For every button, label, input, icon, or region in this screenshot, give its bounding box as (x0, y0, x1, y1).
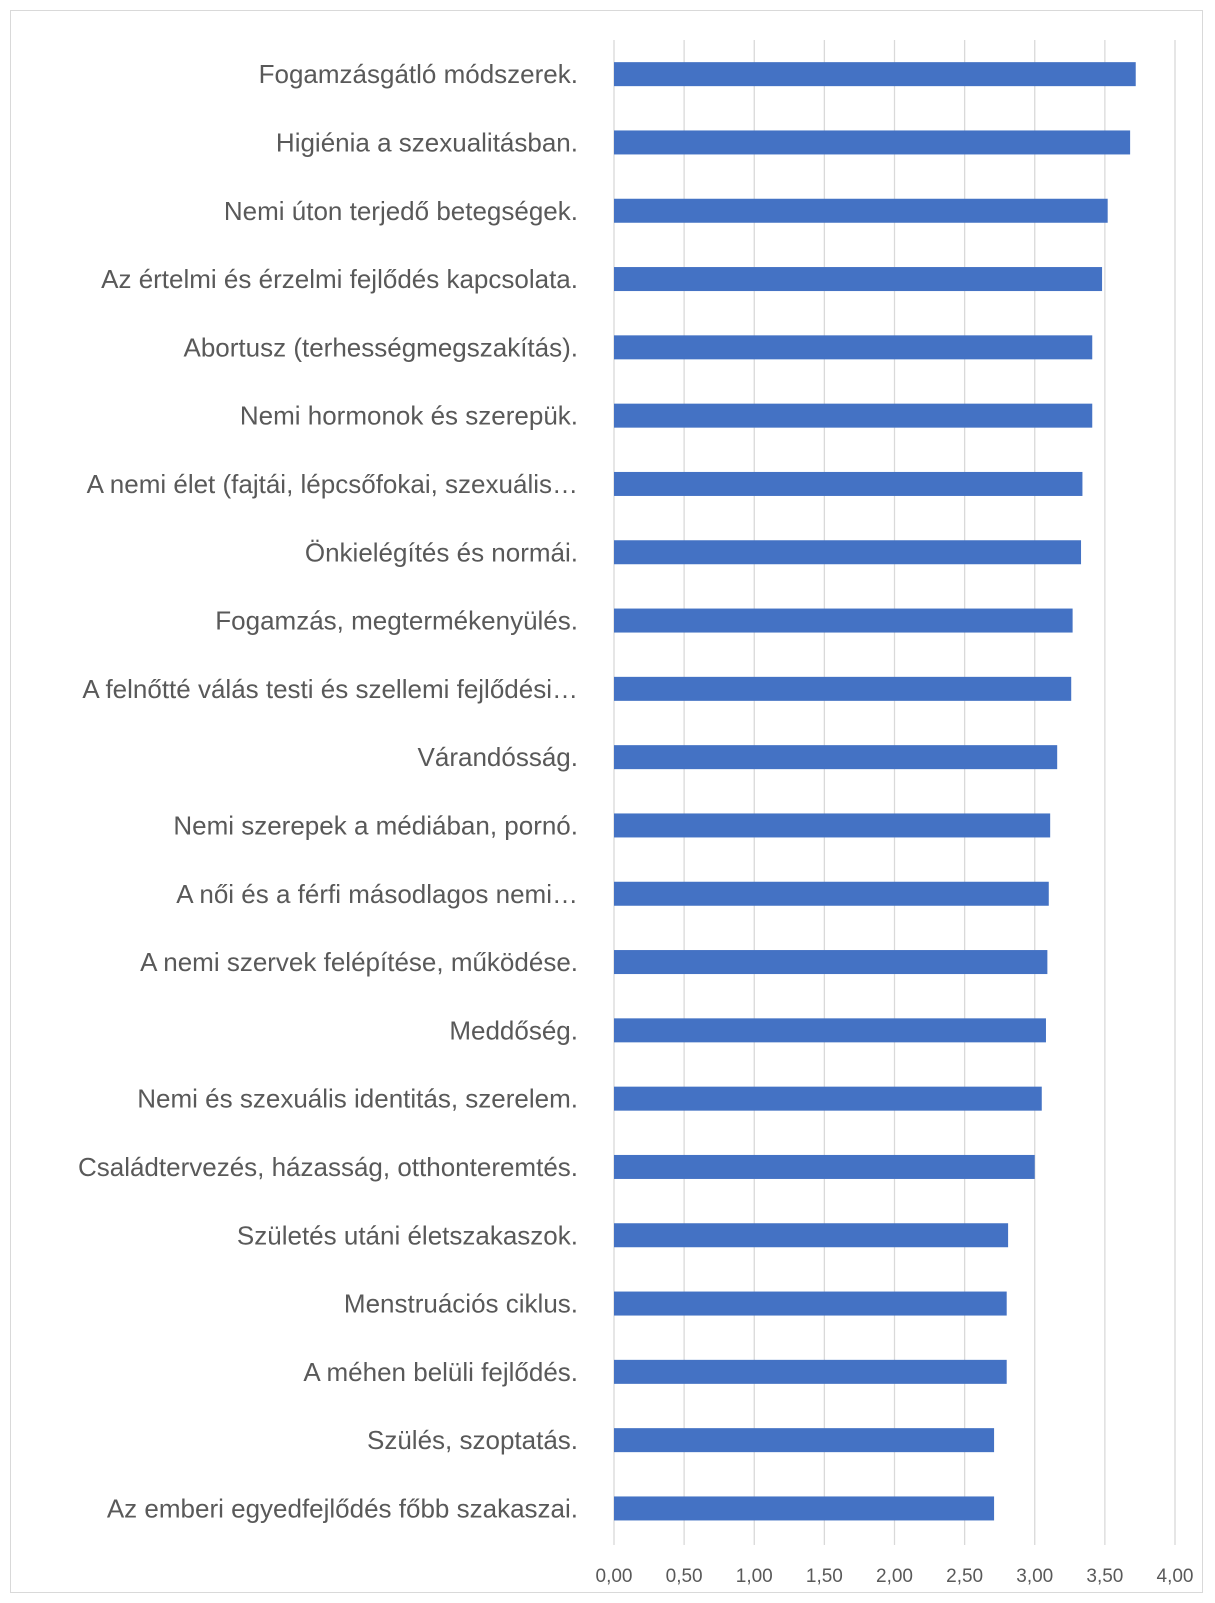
category-label: Önkielégítés és normái. (305, 537, 578, 567)
category-label: Fogamzásgátló módszerek. (259, 59, 578, 89)
bar (614, 1428, 995, 1453)
bar (614, 335, 1093, 360)
x-tick-label: 1,00 (736, 1566, 773, 1587)
bar (614, 608, 1073, 633)
category-label: Meddőség. (449, 1015, 578, 1045)
category-labels: Fogamzásgátló módszerek. Higiénia a szexu… (78, 59, 578, 1523)
category-label: A nemi szervek felépítése, működése. (140, 947, 578, 977)
bar (614, 1359, 1007, 1384)
category-label: Születés utáni életszakaszok. (237, 1220, 578, 1250)
category-label: A méhen belüli fejlődés. (303, 1357, 578, 1387)
bar (614, 881, 1049, 906)
category-label: A nemi élet (fajtái, lépcsőfokai, szexuá… (87, 469, 578, 499)
x-tick-label: 1,50 (806, 1566, 843, 1587)
x-tick-label: 3,50 (1086, 1566, 1123, 1587)
category-label: A női és a férfi másodlagos nemi… (176, 879, 578, 909)
category-label: Nemi szerepek a médiában, pornó. (173, 810, 578, 840)
bar (614, 676, 1072, 701)
category-label: Az értelmi és érzelmi fejlődés kapcsolat… (101, 264, 578, 294)
category-label: Családtervezés, házasság, otthonteremtés… (78, 1152, 578, 1182)
category-label: Nemi és szexuális identitás, szerelem. (137, 1084, 578, 1114)
category-label: Nemi úton terjedő betegségek. (224, 196, 578, 226)
x-tick-label: 0,00 (596, 1566, 633, 1587)
category-label: Szülés, szoptatás. (367, 1425, 578, 1455)
category-label: Fogamzás, megtermékenyülés. (215, 606, 578, 636)
x-tick-label: 2,00 (876, 1566, 913, 1587)
bar (614, 745, 1058, 770)
x-tick-label: 0,50 (666, 1566, 703, 1587)
bar (614, 540, 1082, 565)
bar (614, 1154, 1035, 1179)
x-axis-tick-labels: 0,00 0,50 1,00 1,50 2,00 2,50 3,00 3,50 4,00 (596, 1566, 1194, 1587)
bar (614, 62, 1136, 87)
bar (614, 471, 1083, 496)
bar (614, 198, 1108, 223)
bar (614, 403, 1093, 428)
gridlines (613, 40, 1176, 1545)
category-label: Menstruációs ciklus. (344, 1289, 578, 1319)
bar (614, 1291, 1007, 1316)
bar (614, 1223, 1009, 1248)
bar (614, 267, 1103, 292)
category-label: Várandósság. (418, 742, 578, 772)
x-tick-label: 4,00 (1157, 1566, 1194, 1587)
category-label: A felnőtté válás testi és szellemi fejlő… (82, 674, 578, 704)
bar (614, 130, 1131, 155)
category-label: Higiénia a szexualitásban. (276, 127, 578, 157)
x-tick-label: 2,50 (946, 1566, 983, 1587)
x-tick-label: 3,00 (1016, 1566, 1053, 1587)
bars (614, 62, 1136, 1521)
category-label: Abortusz (terhességmegszakítás). (184, 332, 579, 362)
category-label: Az emberi egyedfejlődés főbb szakaszai. (107, 1493, 578, 1523)
bar (614, 813, 1051, 838)
bar (614, 950, 1048, 975)
category-label: Nemi hormonok és szerepük. (240, 401, 578, 431)
bar (614, 1086, 1042, 1111)
bar (614, 1496, 995, 1521)
bar (614, 1018, 1046, 1043)
